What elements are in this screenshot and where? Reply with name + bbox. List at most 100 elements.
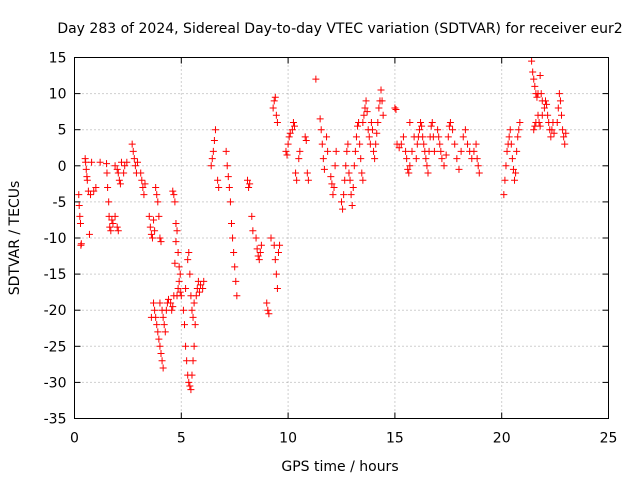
data-point	[352, 133, 360, 141]
data-point	[254, 252, 262, 260]
data-point	[252, 234, 260, 242]
data-point	[211, 126, 219, 134]
data-point	[455, 165, 463, 173]
data-point	[459, 133, 467, 141]
data-point	[445, 122, 453, 130]
data-point	[177, 292, 185, 300]
data-point	[500, 191, 508, 199]
data-point	[554, 104, 562, 112]
data-point	[207, 162, 215, 170]
data-point	[154, 328, 162, 336]
data-point	[208, 155, 216, 163]
data-point	[505, 133, 513, 141]
data-point	[286, 129, 294, 137]
data-point	[423, 162, 431, 170]
data-point	[191, 321, 199, 329]
data-point	[171, 259, 179, 267]
data-point	[444, 133, 452, 141]
data-point	[503, 147, 511, 155]
data-point	[449, 126, 457, 134]
data-point	[302, 137, 310, 145]
data-point	[123, 158, 131, 166]
data-point	[140, 191, 148, 199]
data-point	[267, 234, 275, 242]
data-point	[168, 306, 176, 314]
data-point	[134, 158, 142, 166]
data-point	[501, 176, 509, 184]
axis-tick-labels: 0 5 10 15 20 25 -35 -30 -25 -20 -15 -10 -5 0 5 10 15	[44, 51, 618, 447]
data-point	[76, 220, 84, 228]
data-point	[229, 234, 237, 242]
data-point	[76, 212, 84, 220]
data-point	[318, 140, 326, 148]
data-point	[556, 97, 564, 105]
data-point	[371, 155, 379, 163]
data-point	[156, 299, 164, 307]
data-point	[375, 104, 383, 112]
data-point	[161, 328, 169, 336]
data-point	[88, 158, 96, 166]
data-point	[372, 140, 380, 148]
data-point	[214, 176, 222, 184]
data-point	[392, 105, 400, 113]
data-point	[404, 165, 412, 173]
data-point	[106, 223, 114, 231]
data-point	[271, 256, 279, 264]
data-point	[113, 223, 121, 231]
data-point	[472, 140, 480, 148]
data-point	[374, 118, 382, 126]
data-point	[257, 241, 265, 249]
data-point	[430, 147, 438, 155]
data-point	[327, 173, 335, 181]
data-point	[395, 144, 403, 152]
data-point	[114, 227, 122, 235]
x-tick-label: 10	[279, 431, 297, 447]
data-point	[377, 86, 385, 94]
data-point	[181, 321, 189, 329]
data-point	[529, 68, 537, 76]
data-point	[535, 118, 543, 126]
data-point	[107, 227, 115, 235]
data-point	[285, 133, 293, 141]
y-axis-label: SDTVAR / TECUs	[7, 181, 23, 296]
chart-title: Day 283 of 2024, Sidereal Day-to-day VTE…	[57, 21, 622, 37]
data-point	[222, 147, 230, 155]
data-point	[418, 122, 426, 130]
data-point	[176, 288, 184, 296]
data-point	[273, 118, 281, 126]
data-point	[301, 133, 309, 141]
data-point	[160, 321, 168, 329]
data-point	[283, 151, 291, 159]
data-point	[227, 220, 235, 228]
data-point	[320, 165, 328, 173]
data-point	[103, 160, 111, 168]
data-point	[512, 169, 520, 177]
data-point	[172, 238, 180, 246]
data-point	[155, 212, 163, 220]
data-point	[528, 57, 536, 65]
data-point	[189, 313, 197, 321]
data-point	[226, 198, 234, 206]
data-point	[506, 126, 514, 134]
data-point	[188, 306, 196, 314]
data-point	[183, 357, 191, 365]
data-point	[148, 234, 156, 242]
data-point	[555, 90, 563, 98]
data-point	[175, 277, 183, 285]
data-point	[225, 183, 233, 191]
data-point	[159, 313, 167, 321]
data-point	[540, 104, 548, 112]
data-point	[75, 191, 83, 199]
data-point	[475, 169, 483, 177]
data-point	[533, 93, 541, 101]
data-point	[186, 382, 194, 390]
data-point	[360, 111, 368, 119]
data-point	[451, 140, 459, 148]
data-point	[120, 169, 128, 177]
data-point	[541, 97, 549, 105]
data-point	[129, 147, 137, 155]
data-point	[440, 162, 448, 170]
data-point	[368, 126, 376, 134]
data-point	[536, 72, 544, 80]
data-point	[343, 147, 351, 155]
